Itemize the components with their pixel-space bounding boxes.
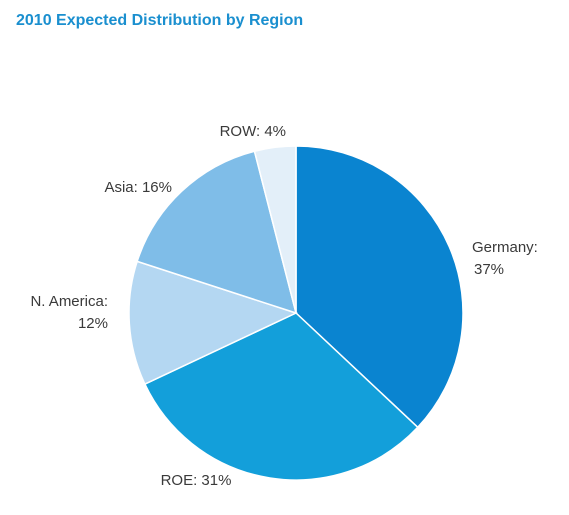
pie-slice-asia	[136, 150, 298, 315]
slice-label-germany: Germany: 37%	[472, 239, 538, 278]
pie-slice-germany	[295, 145, 464, 429]
slice-label-n-america: N. America: 12%	[30, 293, 108, 332]
chart-title: 2010 Expected Distribution by Region	[16, 12, 304, 29]
pie-slice-roe	[143, 312, 419, 481]
slice-label-row: ROW: 4%	[220, 123, 286, 140]
slice-label-roe: ROE: 31%	[161, 472, 232, 489]
pie-labels: Germany: 37% ROE: 31% N. America: 12% Asia: 1…	[30, 123, 537, 489]
slice-label-asia: Asia: 16%	[104, 179, 172, 196]
pie-slice-n-america	[128, 260, 299, 386]
pie-slices	[128, 145, 464, 481]
pie-slice-row	[253, 145, 297, 314]
